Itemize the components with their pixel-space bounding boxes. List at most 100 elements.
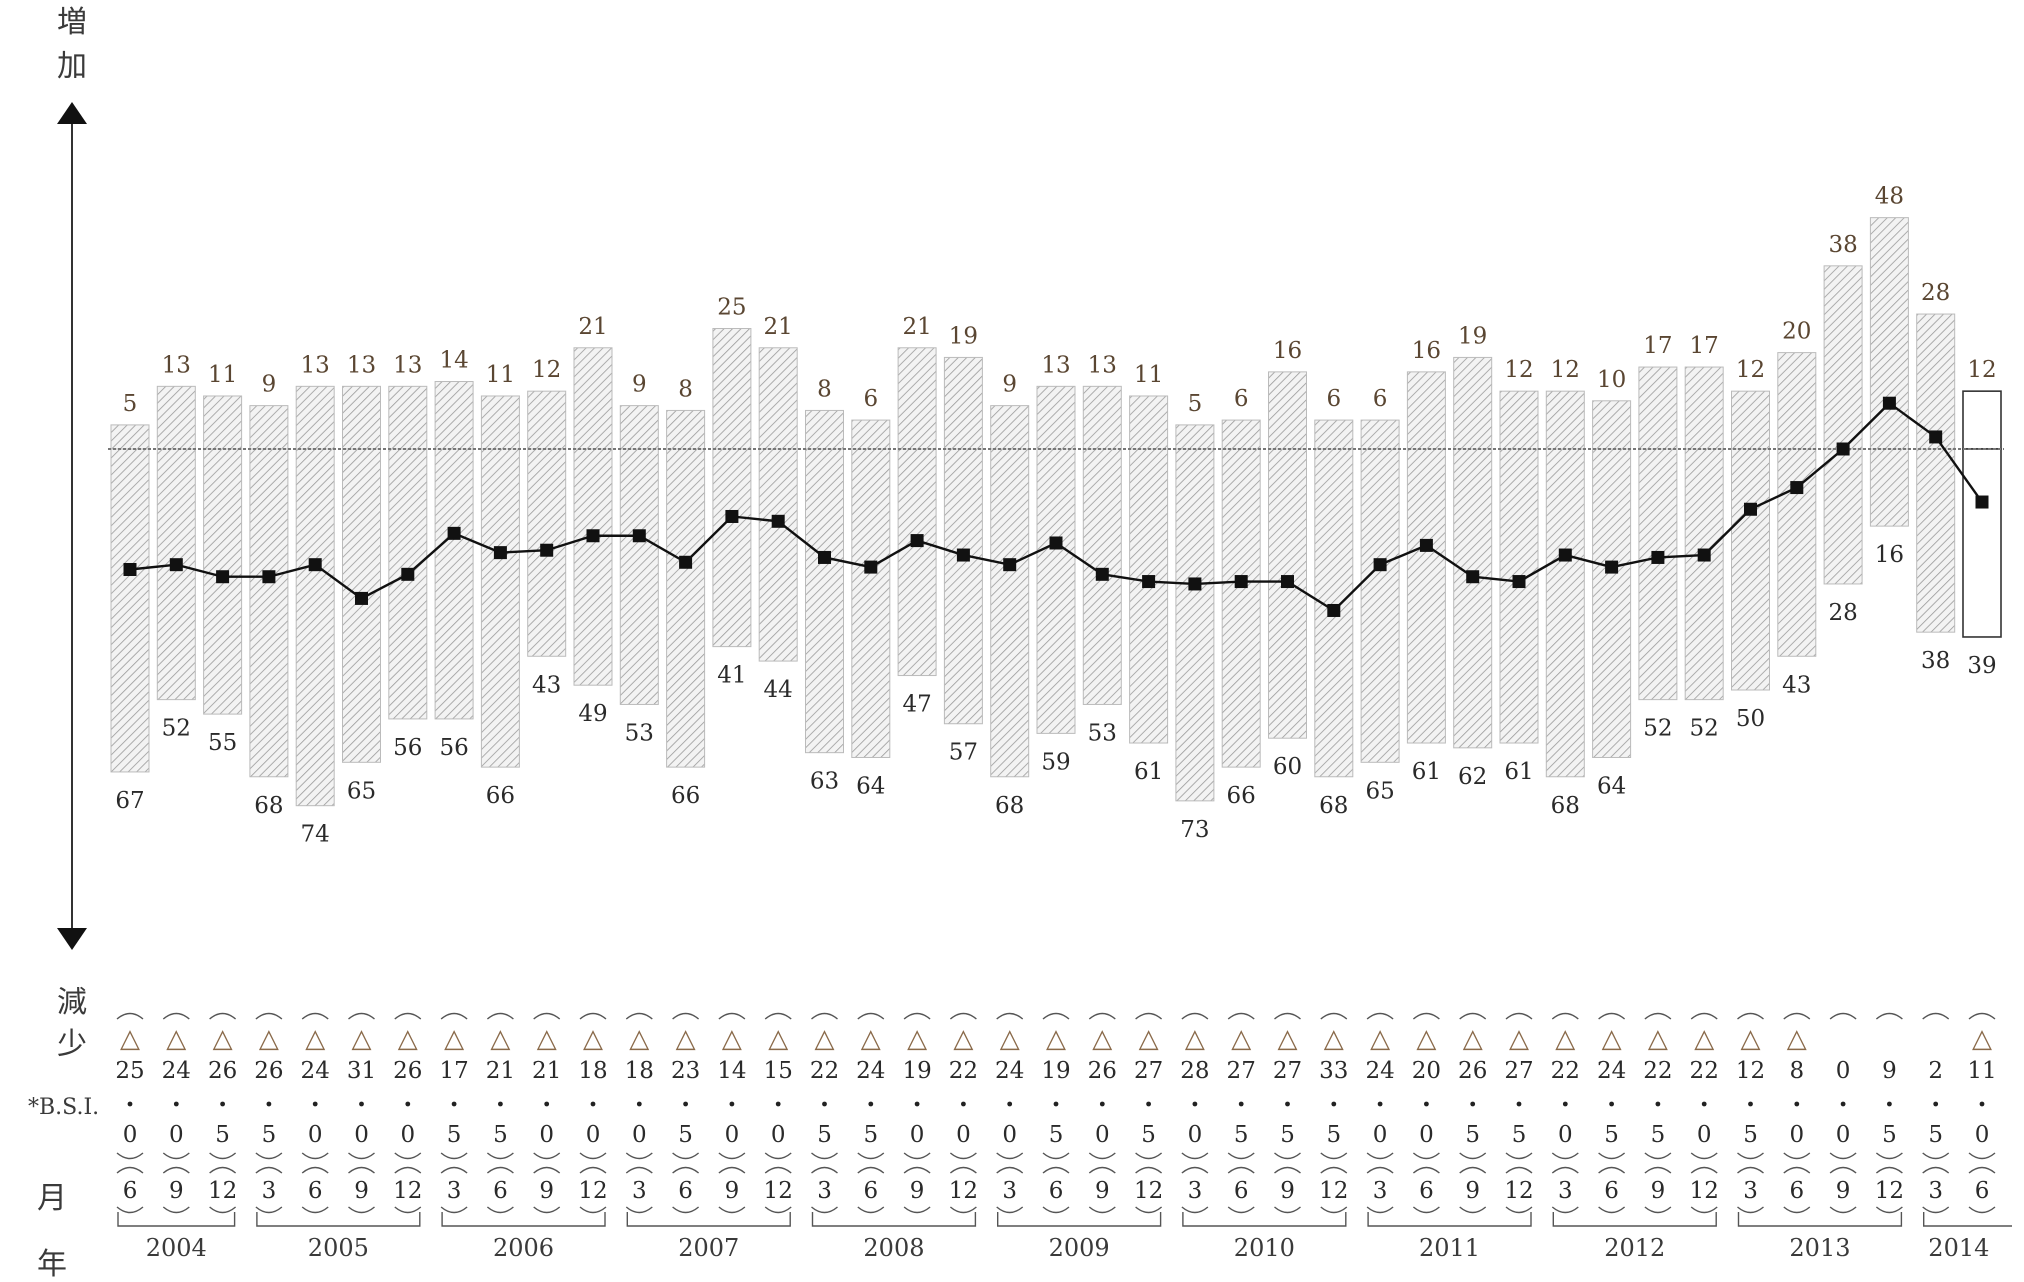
- month-bracket-top: [626, 1168, 652, 1174]
- month-bracket-top: [1923, 1168, 1949, 1174]
- decimal-dot: [591, 1102, 596, 1107]
- bar-decrease: [991, 449, 1029, 777]
- decrease-value-label: 57: [949, 740, 978, 766]
- bsi-column: △22012: [1690, 1014, 1719, 1213]
- bsi-column: △22012: [949, 1014, 978, 1213]
- bsi-point: [1698, 549, 1711, 562]
- increase-value-label: 13: [393, 352, 422, 378]
- bsi-integer: 27: [1227, 1058, 1256, 1084]
- decrease-value-label: 74: [301, 822, 330, 848]
- month-bracket-bottom: [1136, 1207, 1162, 1213]
- month-bracket-top: [163, 1168, 189, 1174]
- increase-value-label: 6: [1234, 386, 1249, 412]
- bracket-bottom: [117, 1153, 143, 1159]
- negative-triangle-icon: △: [1972, 1024, 1992, 1054]
- decrease-value-label: 66: [486, 783, 515, 809]
- bsi-integer: 22: [810, 1058, 839, 1084]
- bsi-integer: 21: [486, 1058, 515, 1084]
- bar-increase: [296, 386, 334, 449]
- bsi-decimal: 0: [1188, 1122, 1203, 1148]
- bsi-row-label: *B.S.I.: [28, 1095, 99, 1120]
- month-bracket-top: [904, 1168, 930, 1174]
- bracket-bottom: [719, 1153, 745, 1159]
- month-label: 9: [1465, 1178, 1480, 1204]
- month-label: 12: [393, 1178, 422, 1204]
- bsi-integer: 20: [1412, 1058, 1441, 1084]
- decimal-dot: [822, 1102, 827, 1107]
- negative-triangle-icon: △: [1139, 1024, 1159, 1054]
- negative-triangle-icon: △: [861, 1024, 881, 1054]
- bsi-decimal: 0: [1975, 1122, 1990, 1148]
- bracket-bottom: [1275, 1153, 1301, 1159]
- bar-decrease: [111, 449, 149, 772]
- year-bracket: [627, 1212, 790, 1226]
- decrease-value-label: 65: [347, 778, 376, 804]
- month-label: 6: [1419, 1178, 1434, 1204]
- bracket-top: [1784, 1014, 1810, 1020]
- bsi-decimal: 0: [725, 1122, 740, 1148]
- increase-label-1: 増: [57, 5, 87, 40]
- month-label: 12: [1134, 1178, 1163, 1204]
- month-bracket-bottom: [580, 1207, 606, 1213]
- decimal-dot: [1517, 1102, 1522, 1107]
- bsi-integer: 26: [1088, 1058, 1117, 1084]
- decimal-dot: [405, 1102, 410, 1107]
- bracket-bottom: [1228, 1153, 1254, 1159]
- year-label: 2010: [1234, 1234, 1295, 1262]
- bar-increase: [343, 386, 381, 449]
- year-label: 2008: [863, 1234, 924, 1262]
- month-bracket-bottom: [487, 1207, 513, 1213]
- decrease-value-label: 52: [1643, 716, 1672, 742]
- bsi-decimal: 5: [1882, 1122, 1897, 1148]
- year-bracket: [1924, 1212, 2012, 1226]
- decimal-dot: [637, 1102, 642, 1107]
- increase-value-label: 13: [347, 352, 376, 378]
- month-bracket-bottom: [719, 1207, 745, 1213]
- year-bracket: [442, 1212, 605, 1226]
- bracket-bottom: [1691, 1153, 1717, 1159]
- month-bracket-top: [812, 1168, 838, 1174]
- bsi-column: △2156: [486, 1014, 515, 1213]
- bsi-decimal: 0: [910, 1122, 925, 1148]
- month-label: 3: [447, 1178, 462, 1204]
- bracket-top: [1367, 1014, 1393, 1020]
- month-bracket-bottom: [163, 1207, 189, 1213]
- bsi-column: △18012: [578, 1014, 607, 1213]
- bsi-point: [1374, 558, 1387, 571]
- bsi-integer: 22: [1551, 1058, 1580, 1084]
- bsi-point: [1605, 561, 1618, 574]
- bar-increase: [204, 396, 242, 449]
- bsi-integer: 26: [208, 1058, 237, 1084]
- bsi-integer: 24: [856, 1058, 885, 1084]
- bsi-decimal: 5: [1651, 1122, 1666, 1148]
- bar-decrease: [1407, 449, 1445, 743]
- bar-increase: [1685, 367, 1723, 449]
- bracket-bottom: [302, 1153, 328, 1159]
- month-bracket-top: [1506, 1168, 1532, 1174]
- decrease-value-label: 53: [625, 720, 654, 746]
- decrease-value-label: 68: [1551, 793, 1580, 819]
- bsi-decimal: 5: [1928, 1122, 1943, 1148]
- bracket-top: [673, 1014, 699, 1020]
- month-bracket-top: [395, 1168, 421, 1174]
- bracket-top: [395, 1014, 421, 1020]
- bracket-top: [1413, 1014, 1439, 1020]
- bracket-top: [1876, 1014, 1902, 1020]
- bsi-decimal: 0: [1095, 1122, 1110, 1148]
- bsi-point: [355, 592, 368, 605]
- month-bracket-top: [1552, 1168, 1578, 1174]
- month-bracket-bottom: [534, 1207, 560, 1213]
- bsi-point: [1096, 568, 1109, 581]
- bsi-point: [725, 510, 738, 523]
- month-bracket-bottom: [1321, 1207, 1347, 1213]
- month-bracket-bottom: [117, 1207, 143, 1213]
- decrease-value-label: 43: [532, 672, 561, 698]
- year-bracket: [998, 1212, 1161, 1226]
- decimal-dot: [313, 1102, 318, 1107]
- bracket-top: [117, 1014, 143, 1020]
- decrease-label-2: 少: [57, 1027, 87, 1062]
- month-label: 9: [1095, 1178, 1110, 1204]
- decimal-dot: [1007, 1102, 1012, 1107]
- month-bracket-bottom: [1738, 1207, 1764, 1213]
- month-bracket-bottom: [1367, 1207, 1393, 1213]
